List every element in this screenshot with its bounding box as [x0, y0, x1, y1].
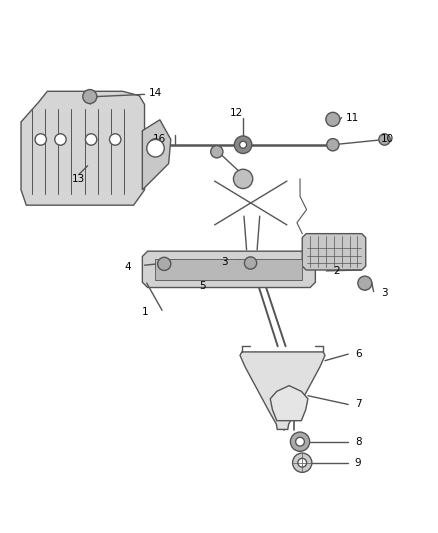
Circle shape	[234, 136, 252, 154]
Circle shape	[327, 139, 339, 151]
Text: 1: 1	[142, 308, 149, 318]
Circle shape	[293, 453, 312, 472]
Circle shape	[358, 276, 372, 290]
Circle shape	[326, 112, 340, 126]
Polygon shape	[240, 352, 325, 430]
Polygon shape	[21, 91, 145, 205]
Text: 4: 4	[125, 262, 131, 271]
Circle shape	[244, 257, 257, 269]
Circle shape	[298, 458, 307, 467]
Circle shape	[110, 134, 121, 145]
Text: 10: 10	[381, 134, 394, 144]
Polygon shape	[270, 386, 308, 421]
Circle shape	[85, 134, 97, 145]
Text: 2: 2	[333, 266, 339, 276]
Polygon shape	[142, 120, 171, 190]
Text: 6: 6	[355, 349, 361, 359]
Text: 3: 3	[381, 288, 388, 298]
Circle shape	[296, 437, 304, 446]
Circle shape	[55, 134, 66, 145]
Circle shape	[158, 257, 171, 270]
Circle shape	[147, 140, 164, 157]
Circle shape	[290, 432, 310, 451]
Text: 16: 16	[153, 134, 166, 144]
Text: 13: 13	[72, 174, 85, 184]
Circle shape	[149, 139, 162, 151]
Text: 7: 7	[355, 399, 361, 409]
Circle shape	[240, 141, 247, 148]
Circle shape	[83, 90, 97, 103]
Text: 9: 9	[355, 458, 361, 468]
Text: 12: 12	[230, 108, 243, 118]
Polygon shape	[155, 259, 302, 280]
Circle shape	[233, 169, 253, 189]
Text: 8: 8	[355, 437, 361, 447]
Text: 14: 14	[149, 88, 162, 99]
Polygon shape	[142, 251, 315, 287]
Text: 5: 5	[199, 281, 206, 291]
Circle shape	[35, 134, 46, 145]
Polygon shape	[302, 233, 366, 270]
Text: 3: 3	[221, 257, 228, 267]
Text: 11: 11	[346, 112, 359, 123]
Circle shape	[379, 134, 390, 145]
Circle shape	[211, 146, 223, 158]
